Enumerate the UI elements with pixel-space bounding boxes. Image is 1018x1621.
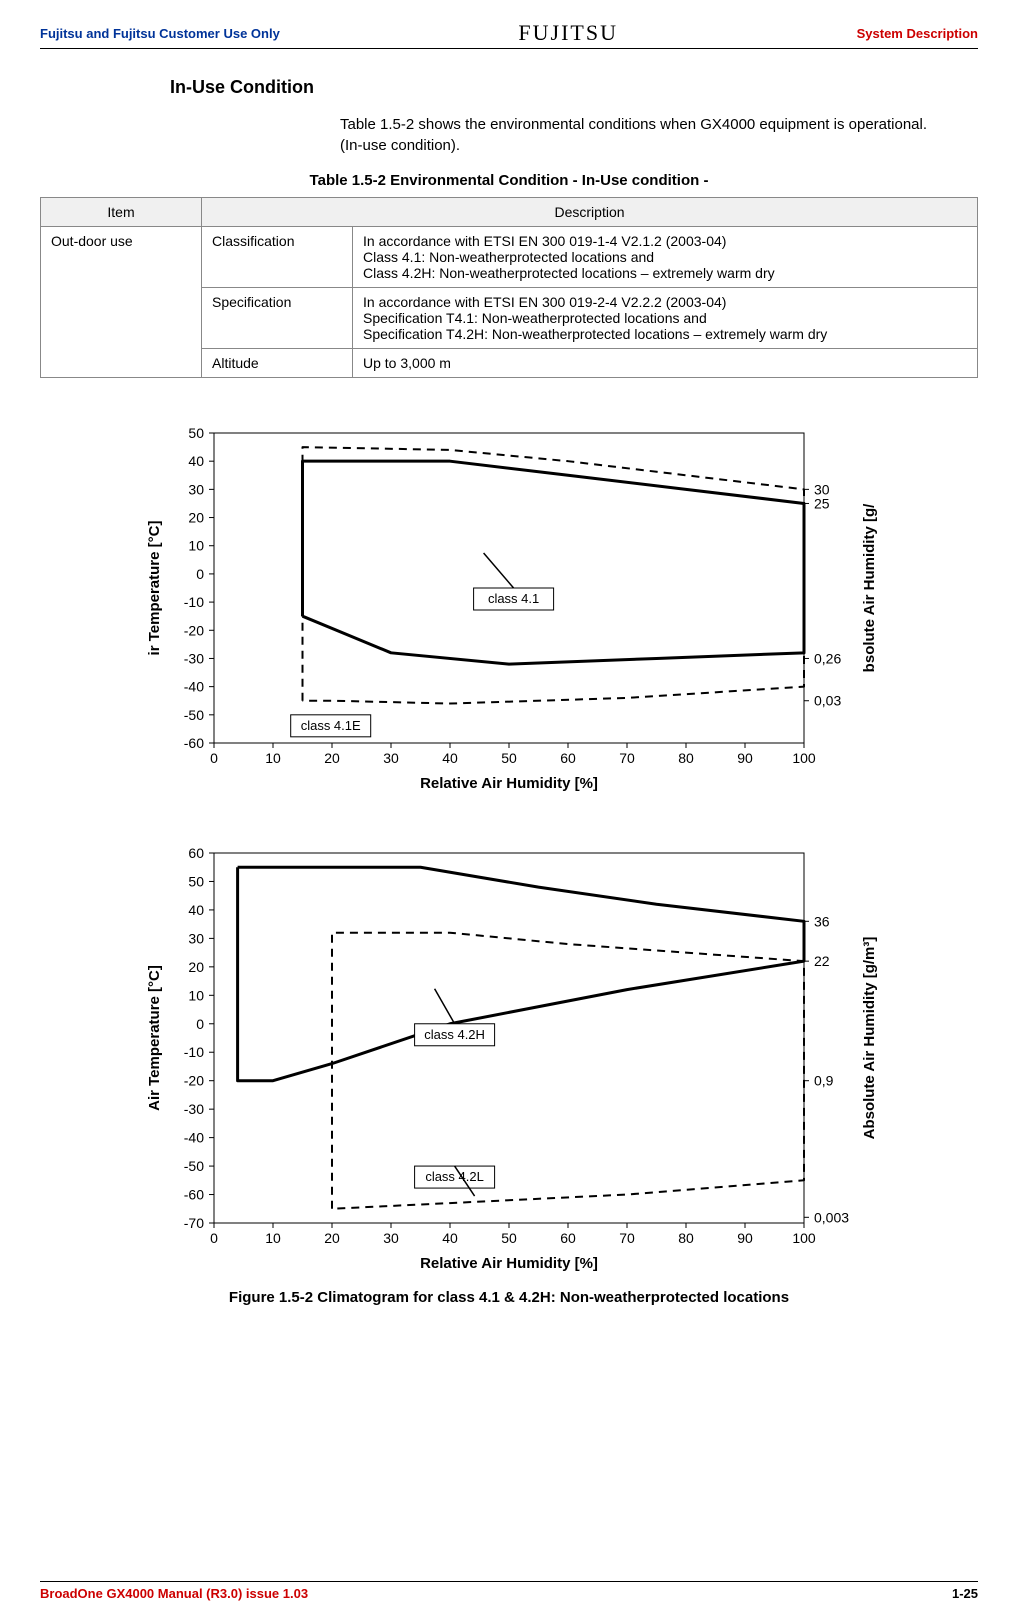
svg-text:Absolute Air Humidity [g/m³]: Absolute Air Humidity [g/m³] (861, 937, 878, 1140)
footer-left: BroadOne GX4000 Manual (R3.0) issue 1.03 (40, 1586, 308, 1601)
svg-text:30: 30 (383, 750, 399, 766)
svg-text:0,003: 0,003 (814, 1209, 849, 1225)
svg-text:bsolute Air Humidity [g/: bsolute Air Humidity [g/ (861, 503, 878, 672)
svg-text:40: 40 (442, 750, 458, 766)
page: Fujitsu and Fujitsu Customer Use Only FU… (0, 0, 1018, 1621)
td-label: Specification (202, 288, 353, 349)
svg-text:-60: -60 (184, 1187, 204, 1203)
svg-text:60: 60 (560, 750, 576, 766)
intro-text: Table 1.5-2 shows the environmental cond… (340, 114, 938, 156)
th-desc: Description (202, 198, 978, 227)
svg-text:30: 30 (188, 481, 204, 497)
svg-text:-70: -70 (184, 1215, 204, 1231)
env-table: Item Description Out-door useClassificat… (40, 197, 978, 378)
page-header: Fujitsu and Fujitsu Customer Use Only FU… (40, 20, 978, 49)
svg-text:-40: -40 (184, 1130, 204, 1146)
svg-text:90: 90 (737, 1230, 753, 1246)
svg-text:Relative Air Humidity [%]: Relative Air Humidity [%] (420, 1255, 598, 1272)
svg-text:40: 40 (188, 902, 204, 918)
svg-text:50: 50 (501, 750, 517, 766)
svg-text:0,26: 0,26 (814, 650, 841, 666)
svg-text:Relative Air Humidity [%]: Relative Air Humidity [%] (420, 775, 598, 792)
svg-text:20: 20 (188, 959, 204, 975)
svg-text:10: 10 (188, 987, 204, 1003)
svg-text:-10: -10 (184, 1044, 204, 1060)
svg-text:10: 10 (265, 1230, 281, 1246)
figure-caption: Figure 1.5-2 Climatogram for class 4.1 &… (129, 1289, 889, 1306)
svg-text:20: 20 (324, 1230, 340, 1246)
td-desc: In accordance with ETSI EN 300 019-1-4 V… (353, 227, 978, 288)
svg-text:30: 30 (383, 1230, 399, 1246)
svg-text:-50: -50 (184, 707, 204, 723)
climatogram-chart-1: 0102030405060708090100-60-50-40-30-20-10… (129, 418, 889, 798)
svg-text:60: 60 (560, 1230, 576, 1246)
svg-text:40: 40 (442, 1230, 458, 1246)
svg-text:Air Temperature [°C]: Air Temperature [°C] (146, 965, 163, 1111)
td-desc: Up to 3,000 m (353, 349, 978, 378)
svg-text:0,03: 0,03 (814, 693, 841, 709)
svg-text:-20: -20 (184, 1073, 204, 1089)
svg-text:-20: -20 (184, 622, 204, 638)
svg-text:class 4.2H: class 4.2H (424, 1027, 485, 1042)
svg-text:0: 0 (196, 566, 204, 582)
td-item: Out-door use (41, 227, 202, 378)
svg-text:100: 100 (792, 750, 816, 766)
th-item: Item (41, 198, 202, 227)
svg-text:70: 70 (619, 1230, 635, 1246)
td-label: Classification (202, 227, 353, 288)
td-label: Altitude (202, 349, 353, 378)
section-heading: In-Use Condition (170, 77, 978, 98)
svg-text:0: 0 (196, 1016, 204, 1032)
svg-text:40: 40 (188, 453, 204, 469)
svg-text:ir Temperature [°C]: ir Temperature [°C] (146, 521, 163, 656)
svg-text:30: 30 (188, 930, 204, 946)
svg-text:0,9: 0,9 (814, 1073, 834, 1089)
svg-text:80: 80 (678, 1230, 694, 1246)
svg-text:-50: -50 (184, 1158, 204, 1174)
svg-text:-60: -60 (184, 735, 204, 751)
svg-text:-30: -30 (184, 650, 204, 666)
svg-text:class 4.1E: class 4.1E (301, 718, 361, 733)
svg-text:100: 100 (792, 1230, 816, 1246)
svg-text:-40: -40 (184, 679, 204, 695)
svg-text:10: 10 (188, 538, 204, 554)
svg-text:90: 90 (737, 750, 753, 766)
svg-text:20: 20 (188, 510, 204, 526)
svg-text:20: 20 (324, 750, 340, 766)
svg-text:22: 22 (814, 953, 830, 969)
td-desc: In accordance with ETSI EN 300 019-2-4 V… (353, 288, 978, 349)
svg-text:class 4.1: class 4.1 (488, 591, 539, 606)
svg-text:0: 0 (210, 750, 218, 766)
svg-text:50: 50 (188, 425, 204, 441)
svg-text:25: 25 (814, 495, 830, 511)
svg-text:36: 36 (814, 913, 830, 929)
svg-text:10: 10 (265, 750, 281, 766)
footer-right: 1-25 (952, 1586, 978, 1601)
svg-text:70: 70 (619, 750, 635, 766)
header-left: Fujitsu and Fujitsu Customer Use Only (40, 26, 280, 41)
svg-text:-10: -10 (184, 594, 204, 610)
climatogram-chart-2: 0102030405060708090100-70-60-50-40-30-20… (129, 838, 889, 1278)
svg-text:60: 60 (188, 845, 204, 861)
svg-text:50: 50 (501, 1230, 517, 1246)
svg-text:50: 50 (188, 873, 204, 889)
table-caption: Table 1.5-2 Environmental Condition - In… (40, 172, 978, 189)
header-right: System Description (857, 26, 978, 41)
svg-text:0: 0 (210, 1230, 218, 1246)
page-footer: BroadOne GX4000 Manual (R3.0) issue 1.03… (40, 1581, 978, 1601)
svg-text:80: 80 (678, 750, 694, 766)
header-logo-text: FUJITSU (518, 20, 618, 46)
svg-text:class 4.2L: class 4.2L (425, 1169, 484, 1184)
svg-text:-30: -30 (184, 1101, 204, 1117)
charts-container: 0102030405060708090100-60-50-40-30-20-10… (40, 418, 978, 1306)
